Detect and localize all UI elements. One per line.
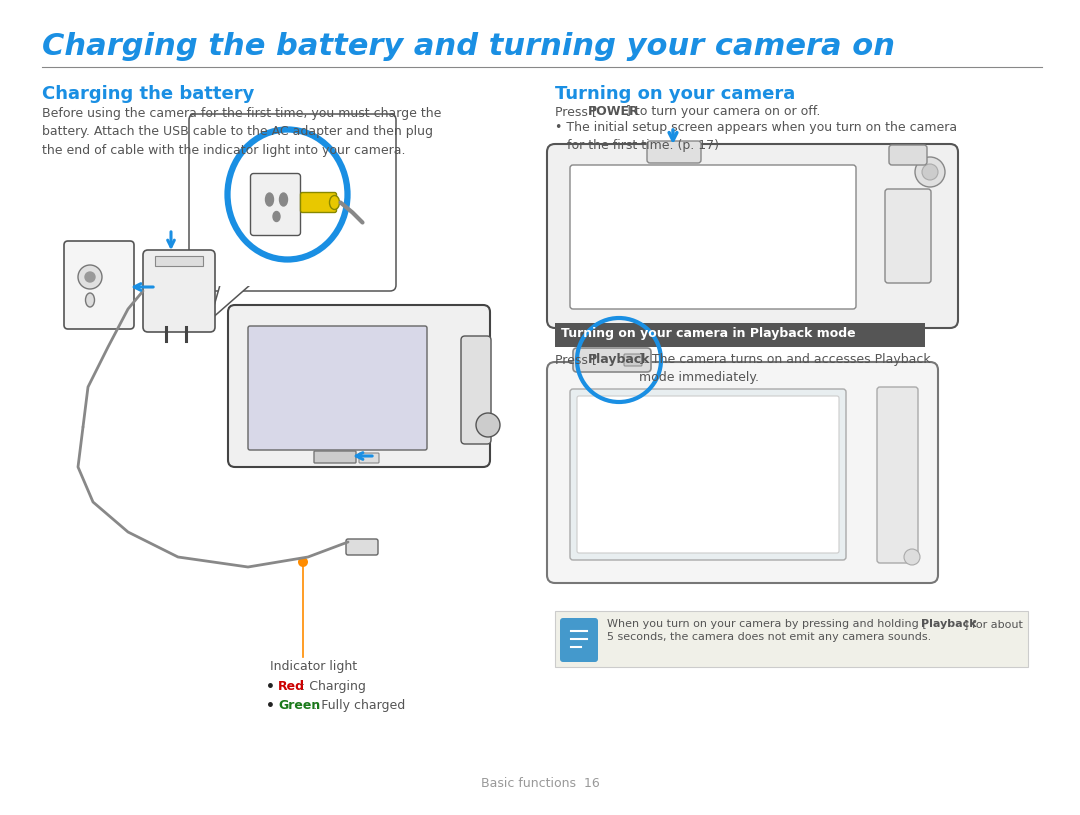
FancyBboxPatch shape: [461, 336, 491, 444]
Circle shape: [298, 557, 308, 567]
FancyBboxPatch shape: [359, 453, 379, 463]
Text: ] to turn your camera on or off.: ] to turn your camera on or off.: [626, 105, 821, 118]
FancyBboxPatch shape: [300, 192, 337, 213]
Ellipse shape: [85, 293, 95, 307]
FancyBboxPatch shape: [555, 323, 924, 347]
Circle shape: [476, 413, 500, 437]
Text: ] for about: ] for about: [964, 619, 1023, 629]
Text: POWER: POWER: [588, 105, 639, 118]
FancyBboxPatch shape: [885, 189, 931, 283]
FancyBboxPatch shape: [570, 165, 856, 309]
FancyBboxPatch shape: [546, 362, 939, 583]
Text: Turning on your camera: Turning on your camera: [555, 85, 795, 103]
Circle shape: [922, 164, 939, 180]
Text: Press [: Press [: [555, 105, 597, 118]
Circle shape: [78, 265, 102, 289]
FancyBboxPatch shape: [561, 618, 598, 662]
FancyBboxPatch shape: [228, 305, 490, 467]
Text: : Fully charged: : Fully charged: [313, 699, 405, 712]
Text: Red: Red: [278, 680, 305, 693]
Circle shape: [904, 549, 920, 565]
Text: Playback: Playback: [921, 619, 976, 629]
Text: Before using the camera for the first time, you must charge the
battery. Attach : Before using the camera for the first ti…: [42, 107, 442, 157]
Ellipse shape: [280, 193, 287, 206]
Text: When you turn on your camera by pressing and holding [: When you turn on your camera by pressing…: [607, 619, 927, 629]
Text: ]. The camera turns on and accesses Playback
mode immediately.: ]. The camera turns on and accesses Play…: [639, 353, 931, 385]
FancyBboxPatch shape: [346, 539, 378, 555]
FancyBboxPatch shape: [889, 145, 927, 165]
Text: Indicator light: Indicator light: [270, 660, 357, 673]
FancyBboxPatch shape: [570, 389, 846, 560]
Text: Charging the battery and turning your camera on: Charging the battery and turning your ca…: [42, 32, 895, 61]
FancyBboxPatch shape: [143, 250, 215, 332]
Text: •: •: [266, 699, 275, 713]
FancyBboxPatch shape: [573, 348, 651, 372]
Ellipse shape: [329, 196, 339, 209]
FancyBboxPatch shape: [624, 354, 642, 366]
Text: Charging the battery: Charging the battery: [42, 85, 255, 103]
Circle shape: [915, 157, 945, 187]
Text: • The initial setup screen appears when you turn on the camera
   for the first : • The initial setup screen appears when …: [555, 121, 957, 152]
FancyBboxPatch shape: [555, 611, 1028, 667]
Text: Green: Green: [278, 699, 321, 712]
FancyBboxPatch shape: [189, 114, 396, 291]
FancyBboxPatch shape: [546, 144, 958, 328]
FancyBboxPatch shape: [248, 326, 427, 450]
Text: 5 seconds, the camera does not emit any camera sounds.: 5 seconds, the camera does not emit any …: [607, 632, 931, 642]
FancyBboxPatch shape: [251, 174, 300, 236]
Polygon shape: [210, 285, 249, 320]
FancyBboxPatch shape: [577, 396, 839, 553]
Text: •: •: [266, 680, 275, 694]
FancyBboxPatch shape: [64, 241, 134, 329]
Text: Turning on your camera in Playback mode: Turning on your camera in Playback mode: [561, 328, 855, 341]
Text: : Charging: : Charging: [301, 680, 366, 693]
Text: Playback: Playback: [588, 353, 650, 366]
Text: Press [: Press [: [555, 353, 597, 366]
FancyBboxPatch shape: [877, 387, 918, 563]
Ellipse shape: [266, 193, 273, 206]
FancyBboxPatch shape: [156, 256, 203, 266]
FancyBboxPatch shape: [647, 141, 701, 163]
FancyBboxPatch shape: [314, 451, 356, 463]
Text: Basic functions  16: Basic functions 16: [481, 777, 599, 790]
Circle shape: [85, 272, 95, 282]
Ellipse shape: [273, 212, 280, 222]
